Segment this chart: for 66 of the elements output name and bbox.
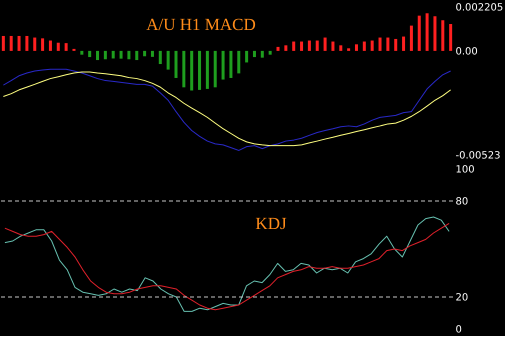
bar (88, 50, 92, 58)
bar (362, 42, 366, 51)
bar (56, 42, 60, 51)
bar (222, 50, 225, 80)
bar (104, 50, 107, 60)
bar (135, 50, 138, 60)
bar (80, 50, 84, 55)
bar (25, 36, 28, 51)
bar (308, 40, 311, 51)
text: KDJ (255, 214, 287, 233)
bar (339, 45, 342, 51)
y-tick-label: 0.002205 (456, 2, 504, 14)
bar (284, 45, 288, 51)
bar (347, 48, 350, 51)
bar (449, 24, 452, 51)
bar (260, 50, 264, 58)
bar (252, 50, 256, 58)
bar (112, 50, 115, 58)
bar (198, 50, 202, 90)
bar (229, 50, 232, 78)
y-tick-label: 20 (456, 292, 468, 304)
bar (292, 42, 296, 51)
bar (276, 46, 280, 51)
bar (300, 42, 304, 51)
bar (33, 38, 36, 51)
bar (418, 16, 421, 51)
y-tick-label: 0.00 (456, 46, 478, 58)
bar (166, 50, 170, 70)
bar (127, 50, 130, 60)
y-tick-label: 0 (456, 324, 462, 336)
bar (150, 50, 154, 57)
y-tick-label: 80 (456, 196, 468, 208)
bar (174, 50, 178, 78)
chart-title: A/U H1 MACD (146, 15, 256, 34)
bar (441, 20, 444, 51)
bar (182, 50, 186, 88)
bar (370, 40, 374, 51)
bar (426, 13, 429, 51)
bar (316, 40, 319, 51)
bar (214, 50, 217, 88)
bar (331, 42, 334, 51)
y-tick-label: 100 (456, 164, 475, 176)
bar (64, 43, 68, 51)
bar (2, 36, 5, 51)
bar (245, 50, 248, 62)
bar (10, 36, 13, 51)
y-tick-label: -0.00523 (456, 150, 500, 162)
bar (18, 36, 21, 51)
bar (378, 38, 382, 51)
bar (190, 50, 194, 91)
bar (158, 50, 162, 64)
bar (394, 38, 398, 51)
bar (96, 50, 100, 60)
bar (268, 50, 272, 55)
bar (410, 26, 413, 51)
bar (41, 38, 44, 51)
bar (433, 16, 436, 51)
bar (120, 50, 123, 59)
bar (354, 44, 358, 51)
bar (206, 50, 209, 89)
bar (48, 40, 52, 51)
bar (402, 36, 406, 51)
bar (143, 50, 146, 56)
bar (386, 38, 390, 51)
bar (324, 38, 327, 51)
bar (237, 50, 240, 74)
